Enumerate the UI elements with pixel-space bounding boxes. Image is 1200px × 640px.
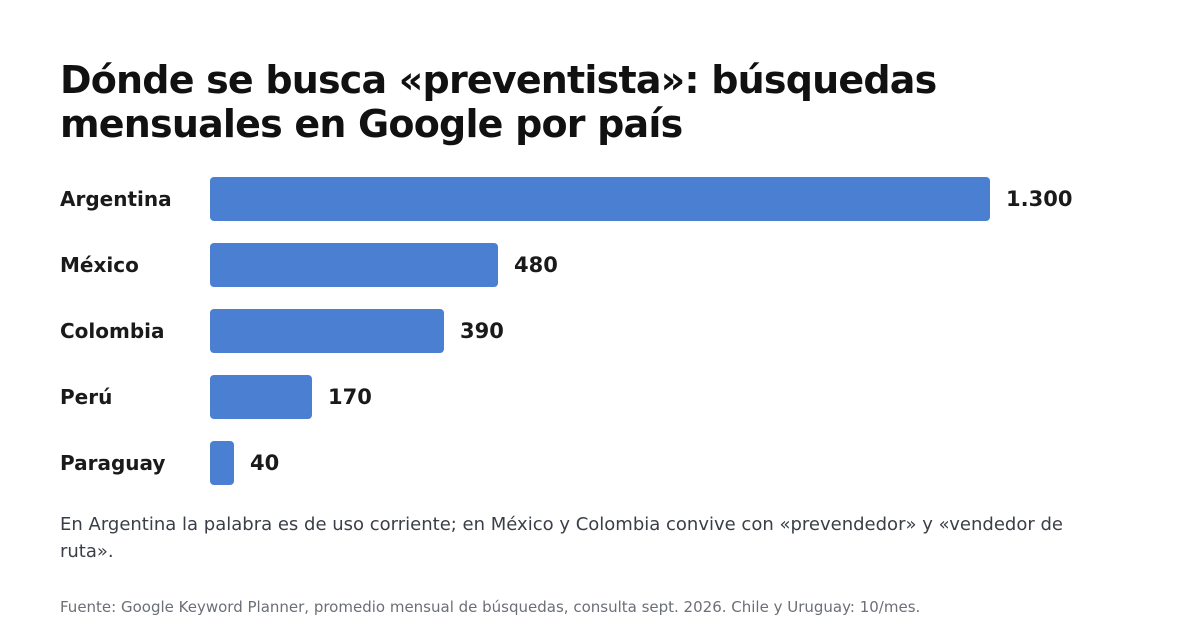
chart-title: Dónde se busca «preventista»: búsquedas … <box>60 58 937 146</box>
category-label-mexico: México <box>60 253 139 277</box>
chart-note: En Argentina la palabra es de uso corrie… <box>60 514 1063 562</box>
value-label-mexico: 480 <box>514 253 558 277</box>
bar-mexico <box>210 243 498 287</box>
value-label-colombia: 390 <box>460 319 504 343</box>
value-label-argentina: 1.300 <box>1006 187 1072 211</box>
bar-paraguay <box>210 441 234 485</box>
bar-colombia <box>210 309 444 353</box>
chart-source: Fuente: Google Keyword Planner, promedio… <box>60 598 921 616</box>
value-label-peru: 170 <box>328 385 372 409</box>
category-label-peru: Perú <box>60 385 112 409</box>
category-label-colombia: Colombia <box>60 319 165 343</box>
value-label-paraguay: 40 <box>250 451 279 475</box>
bar-argentina <box>210 177 990 221</box>
category-label-paraguay: Paraguay <box>60 451 165 475</box>
category-label-argentina: Argentina <box>60 187 172 211</box>
bar-peru <box>210 375 312 419</box>
